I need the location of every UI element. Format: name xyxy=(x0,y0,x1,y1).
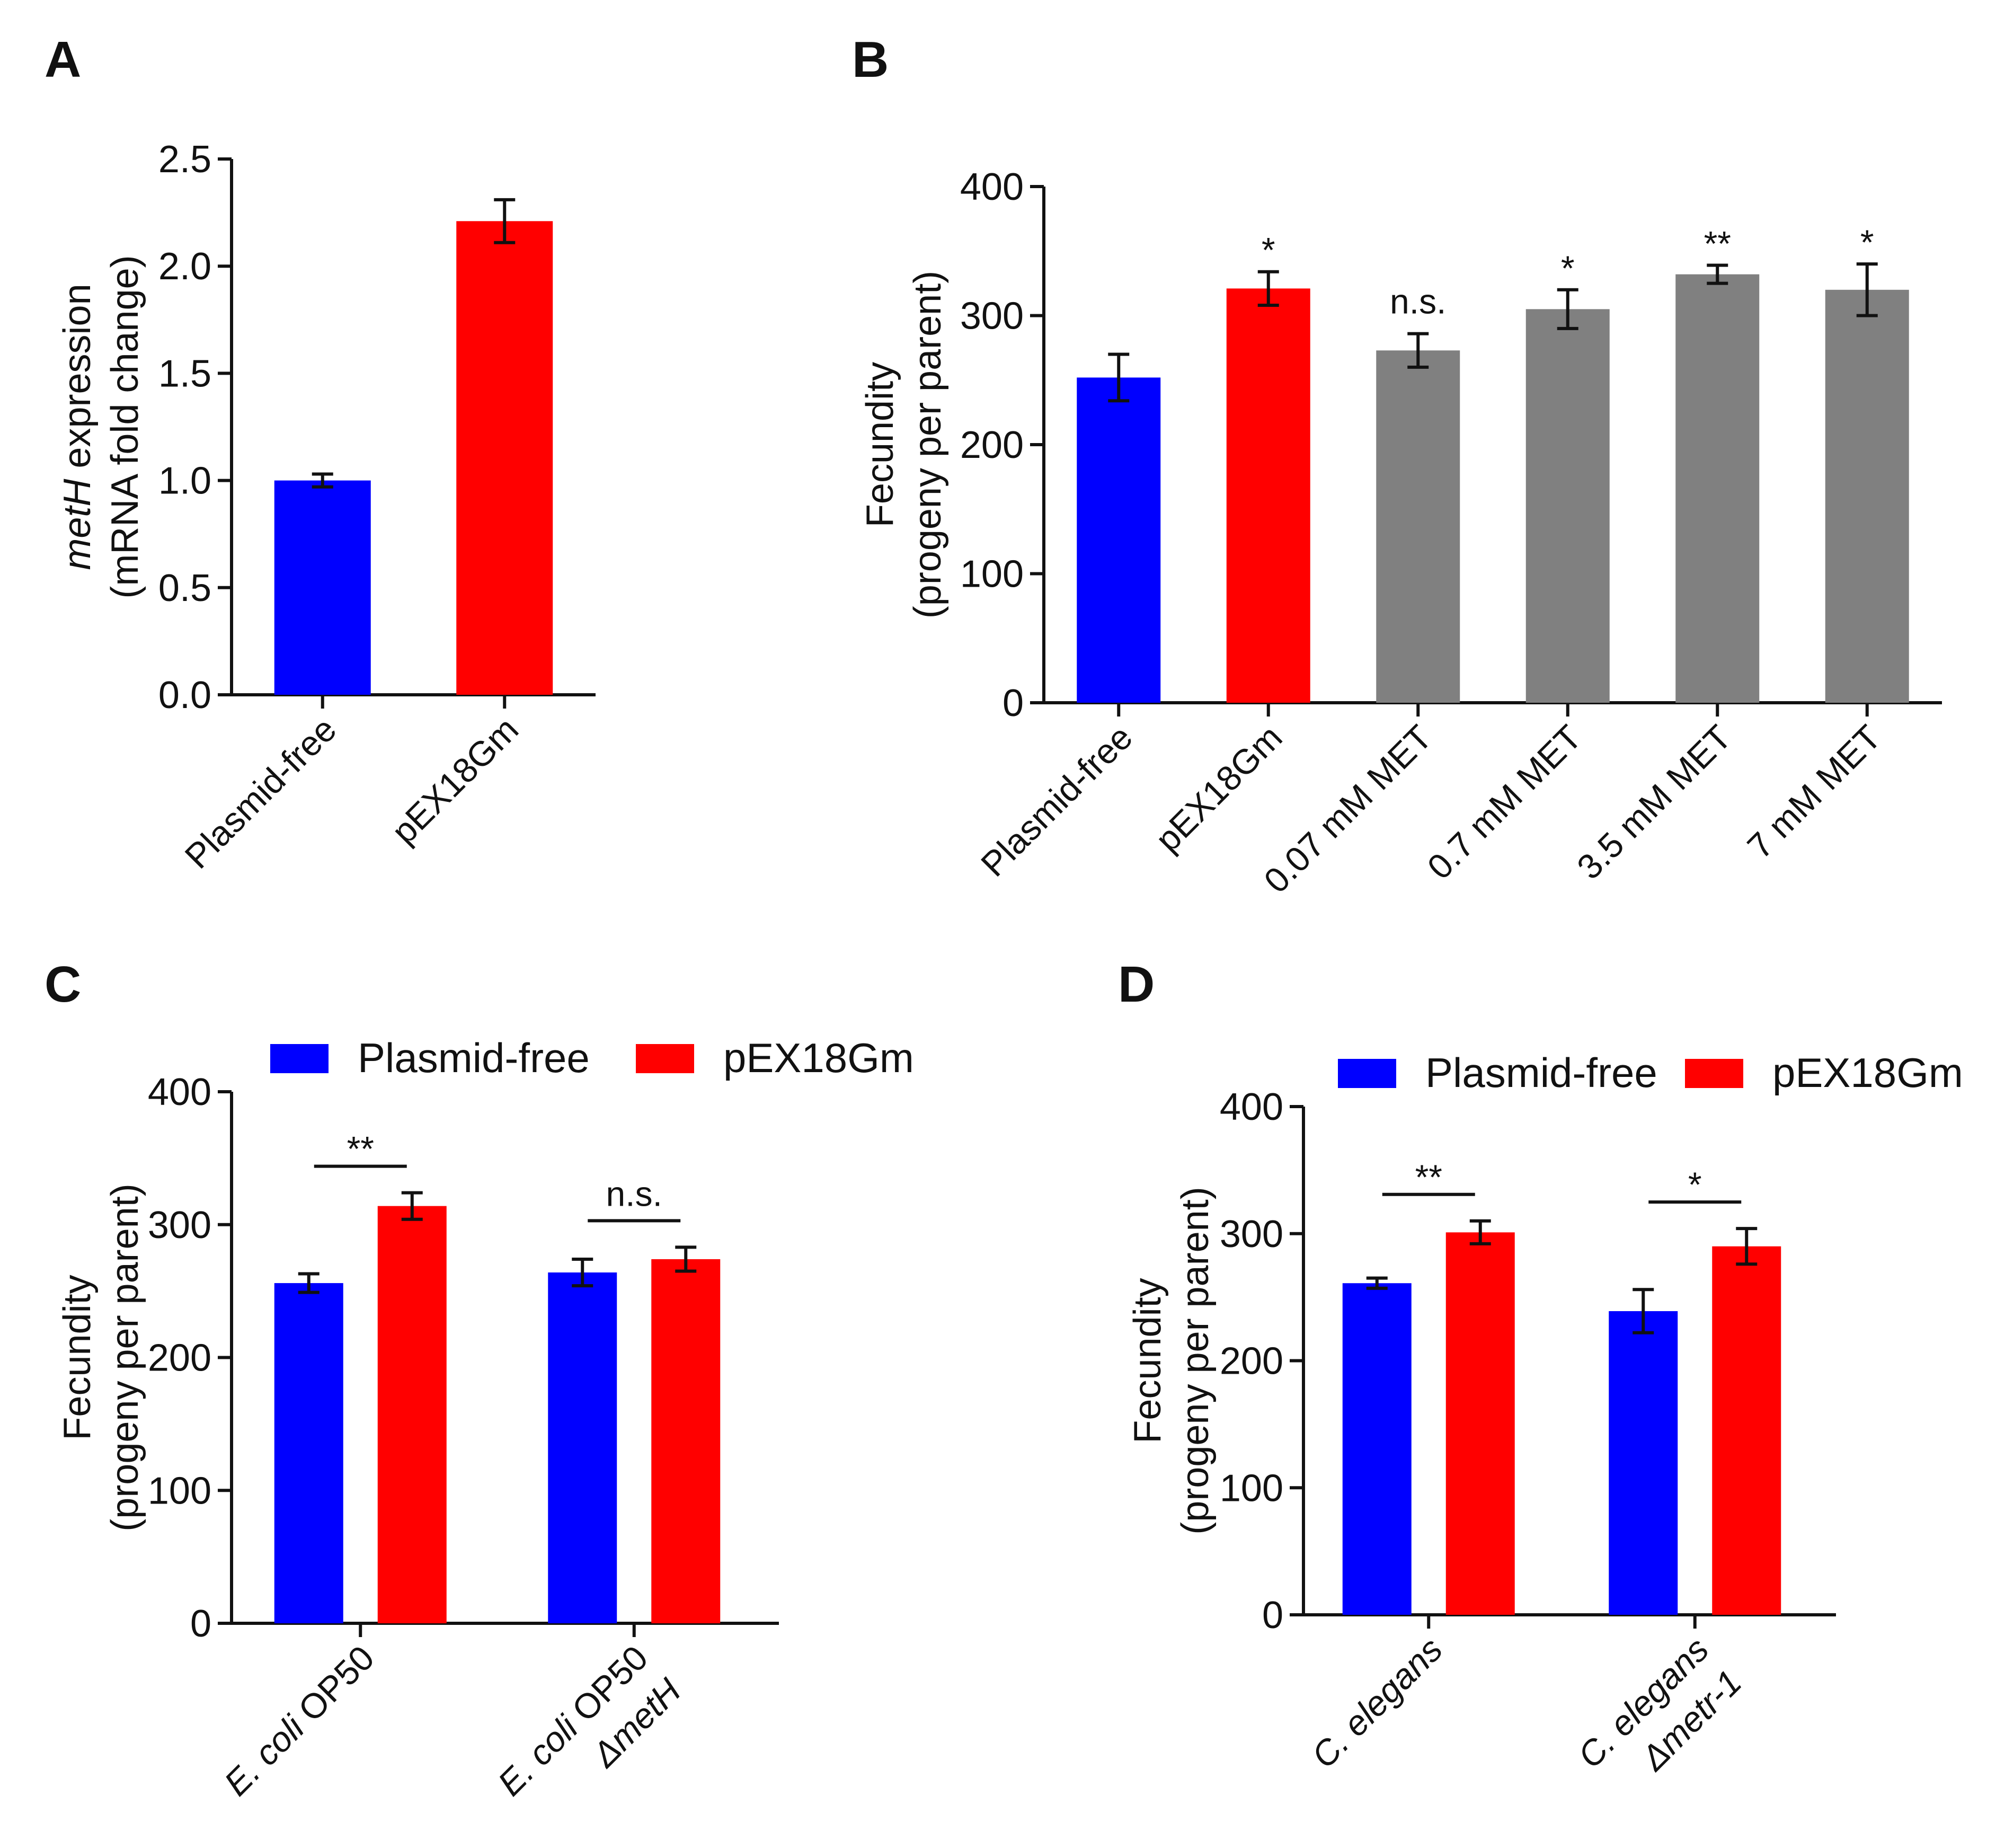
significance-label: * xyxy=(1860,223,1874,262)
x-tick-label: E. coli OP50 xyxy=(216,1638,382,1803)
legend-label: pEX18Gm xyxy=(1772,1049,1963,1096)
bar xyxy=(651,1259,721,1623)
significance-label: n.s. xyxy=(606,1174,662,1213)
y-axis-label: Fecundity xyxy=(56,1275,99,1440)
bar xyxy=(548,1272,617,1623)
legend-swatch xyxy=(270,1044,329,1073)
y-tick-label: 300 xyxy=(960,295,1024,338)
bar xyxy=(456,221,553,695)
legend-swatch xyxy=(1685,1059,1743,1088)
significance-label: * xyxy=(1262,231,1275,270)
y-tick-label: 200 xyxy=(148,1337,211,1380)
y-tick-label: 400 xyxy=(960,166,1024,208)
y-tick-label: 2.5 xyxy=(158,138,211,181)
y-axis-label-2: (mRNA fold change) xyxy=(104,255,146,598)
y-tick-label: 2.0 xyxy=(158,245,211,288)
significance-label: * xyxy=(1561,249,1575,288)
significance-label: ** xyxy=(1415,1157,1442,1197)
y-tick-label: 400 xyxy=(1220,1086,1283,1128)
legend-swatch xyxy=(1338,1059,1396,1088)
y-tick-label: 1.5 xyxy=(158,352,211,395)
bar xyxy=(1609,1311,1678,1615)
x-tick-label: 7 mM MET xyxy=(1740,718,1888,866)
panel-letter: B xyxy=(852,31,889,88)
y-tick-label: 100 xyxy=(148,1470,211,1512)
x-tick-label: pEX18Gm xyxy=(384,710,526,852)
significance-label: n.s. xyxy=(1390,282,1446,321)
x-tick-label: 3.5 mM MET xyxy=(1569,718,1738,887)
y-tick-label: 1.0 xyxy=(158,460,211,502)
y-tick-label: 200 xyxy=(1220,1340,1283,1383)
y-axis-label: Fecundity xyxy=(1126,1278,1169,1443)
y-tick-label: 0 xyxy=(1003,682,1024,724)
legend-label: Plasmid-free xyxy=(1425,1049,1657,1096)
panel-A: A 0.0 0.5 1.0 1.5 2.0 2.5 metH expression (mRNA … xyxy=(45,31,596,876)
bar xyxy=(1675,274,1760,703)
panel-D: D 0 100 200 300 400 Fecundity (progeny per pare… xyxy=(1118,956,1963,1779)
x-tick-label: 0.7 mM MET xyxy=(1420,718,1589,887)
panel-C: C 0 100 200 300 400 Fecundity (progeny per pare… xyxy=(45,956,914,1803)
legend-swatch xyxy=(636,1044,694,1073)
y-tick-label: 0 xyxy=(190,1603,211,1645)
y-axis-label-2: (progeny per parent) xyxy=(1174,1187,1217,1534)
x-tick-label: Plasmid-free xyxy=(177,710,343,876)
y-tick-label: 100 xyxy=(1220,1467,1283,1509)
panel-letter: D xyxy=(1118,956,1155,1013)
panel-B: B 0 100 200 300 400 Fecundity (progeny per pare… xyxy=(852,31,1942,900)
y-tick-label: 400 xyxy=(148,1071,211,1113)
significance-label: ** xyxy=(1704,224,1731,263)
y-axis-label-2: (progeny per parent) xyxy=(104,1183,146,1531)
significance-label: ** xyxy=(347,1129,374,1169)
bar xyxy=(1825,289,1909,703)
y-tick-label: 0.5 xyxy=(158,567,211,609)
y-axis-label-2: (progeny per parent) xyxy=(907,271,949,618)
x-tick-label: Plasmid-free xyxy=(973,718,1140,884)
bar xyxy=(1342,1283,1412,1615)
y-tick-label: 0 xyxy=(1262,1594,1283,1637)
legend-label: Plasmid-free xyxy=(358,1034,590,1081)
y-tick-label: 300 xyxy=(148,1204,211,1246)
bar xyxy=(1712,1246,1781,1615)
y-tick-label: 100 xyxy=(960,553,1024,596)
x-tick-label: pEX18Gm xyxy=(1148,718,1290,860)
bar xyxy=(274,1283,343,1623)
y-axis-label: Fecundity xyxy=(859,362,901,527)
legend-label: pEX18Gm xyxy=(723,1034,914,1081)
panel-letter: C xyxy=(45,956,81,1013)
y-tick-label: 200 xyxy=(960,424,1024,466)
bar xyxy=(377,1206,447,1623)
bar xyxy=(274,480,371,695)
y-tick-label: 300 xyxy=(1220,1213,1283,1255)
bar xyxy=(1077,377,1161,703)
bar xyxy=(1525,309,1610,703)
panel-letter: A xyxy=(45,31,81,88)
bar xyxy=(1376,350,1460,703)
x-tick-label: C. elegans xyxy=(1304,1630,1450,1775)
bar xyxy=(1226,288,1310,703)
y-tick-label: 0.0 xyxy=(158,674,211,717)
bar xyxy=(1445,1232,1515,1615)
y-axis-label: metH expression xyxy=(56,284,99,570)
significance-label: * xyxy=(1688,1165,1702,1204)
